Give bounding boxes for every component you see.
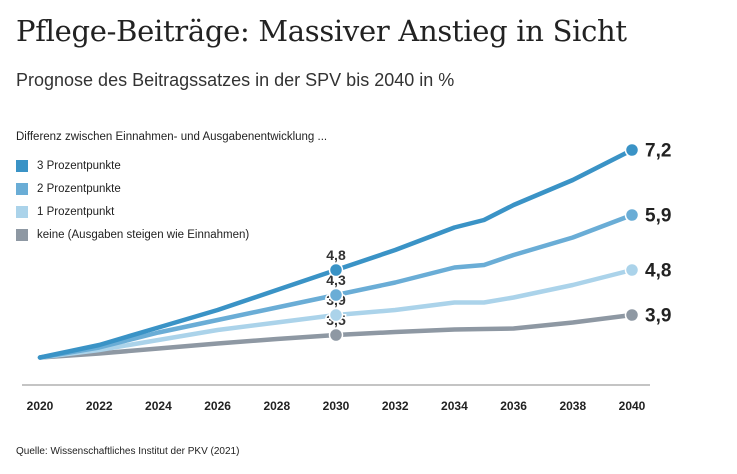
end-value-label: 3,9: [645, 306, 671, 327]
legend: 3 Prozentpunkte 2 Prozentpunkte 1 Prozen…: [16, 154, 249, 246]
legend-item-keine: keine (Ausgaben steigen wie Einnahmen): [16, 223, 249, 246]
x-tick-label: 2028: [263, 399, 290, 413]
x-tick-label: 2020: [27, 399, 54, 413]
x-tick-label: 2022: [86, 399, 113, 413]
end-value-label: 5,9: [645, 206, 671, 227]
data-label: 4,3: [326, 272, 346, 288]
legend-label: 1 Prozentpunkt: [37, 205, 115, 218]
chart-title: Pflege-Beiträge: Massiver Anstieg in Sic…: [16, 14, 627, 48]
legend-item-2-prozentpunkte: 2 Prozentpunkte: [16, 177, 249, 200]
legend-label: 2 Prozentpunkte: [37, 182, 121, 195]
source-note: Quelle: Wissenschaftliches Institut der …: [16, 446, 240, 457]
data-point: [624, 307, 640, 323]
x-tick-label: 2024: [145, 399, 172, 413]
legend-title: Differenz zwischen Einnahmen- und Ausgab…: [16, 131, 328, 143]
legend-swatch: [16, 159, 28, 172]
legend-label: keine (Ausgaben steigen wie Einnahmen): [37, 228, 250, 241]
series-line: [37, 267, 635, 360]
data-point: [328, 307, 344, 323]
x-tick-label: 2036: [500, 399, 527, 413]
x-tick-label: 2034: [441, 399, 468, 413]
x-tick-label: 2030: [323, 399, 350, 413]
legend-label: 3 Prozentpunkte: [37, 159, 121, 172]
legend-swatch: [16, 228, 28, 241]
legend-item-3-prozentpunkte: 3 Prozentpunkte: [16, 154, 249, 177]
data-point: [624, 142, 640, 158]
legend-swatch: [16, 182, 28, 195]
chart-subtitle: Prognose des Beitragssatzes in der SPV b…: [16, 70, 455, 90]
data-point: [328, 327, 344, 343]
data-point: [624, 207, 640, 223]
data-point: [328, 287, 344, 303]
data-point: [624, 262, 640, 278]
end-value-label: 7,2: [645, 141, 671, 162]
series-line: [37, 212, 635, 360]
x-tick-label: 2032: [382, 399, 409, 413]
series-line: [37, 312, 635, 360]
legend-swatch: [16, 205, 28, 218]
data-label: 4,8: [326, 247, 346, 263]
x-tick-label: 2040: [619, 399, 646, 413]
data-point: [328, 262, 344, 278]
x-tick-label: 2026: [204, 399, 231, 413]
legend-item-1-prozentpunkt: 1 Prozentpunkt: [16, 200, 249, 223]
x-tick-label: 2038: [559, 399, 586, 413]
series-line: [37, 147, 635, 360]
end-value-label: 4,8: [645, 261, 671, 282]
